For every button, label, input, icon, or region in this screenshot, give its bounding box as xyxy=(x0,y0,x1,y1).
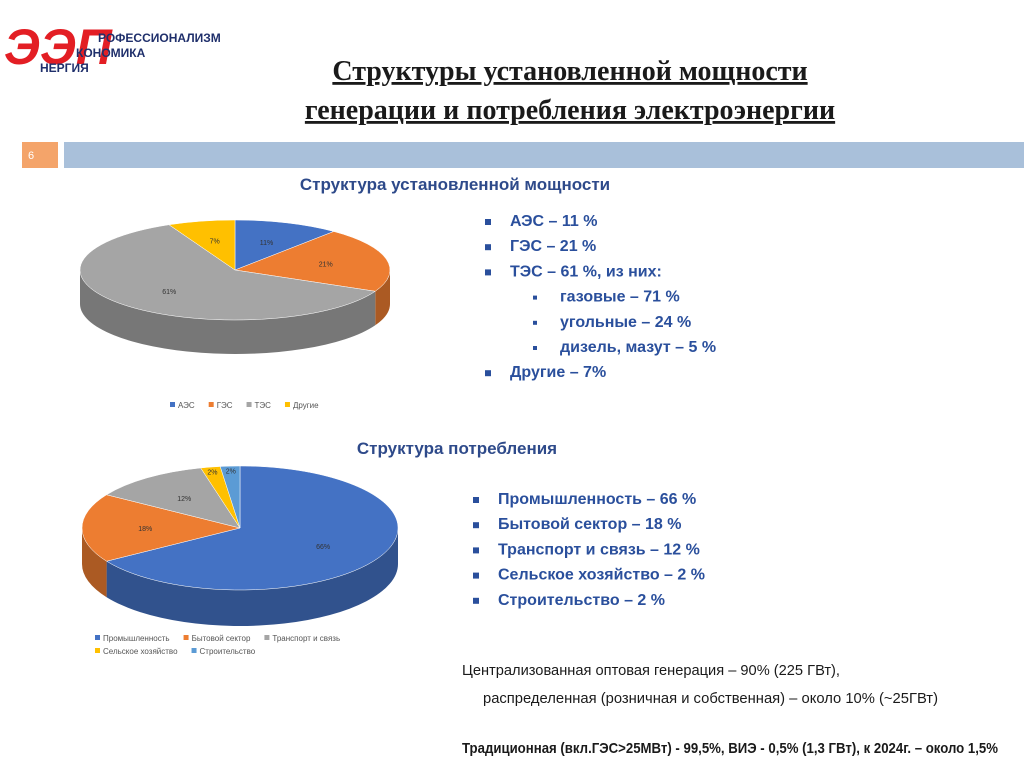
pie-slice xyxy=(105,467,241,529)
legend-label: Другие xyxy=(293,401,319,410)
logo-line: КОНОМИКА xyxy=(76,46,146,60)
slice-top xyxy=(105,465,399,591)
legend-label: Бытовой сектор xyxy=(192,634,251,643)
legend-label: Промышленность xyxy=(103,634,170,643)
slice-label: 61% xyxy=(162,289,176,296)
bullet-dot xyxy=(533,295,537,300)
legend-swatch xyxy=(95,648,100,653)
legend-swatch xyxy=(284,402,290,407)
bullet-text: угольные – 24 % xyxy=(560,314,691,331)
chart-title: Структура потребления xyxy=(357,439,557,458)
bullet-square xyxy=(473,572,479,579)
legend-label: ТЭС xyxy=(255,401,272,410)
legend-swatch xyxy=(191,648,197,653)
bullet-text: АЭС – 11 % xyxy=(510,213,597,230)
bullet-text: Другие – 7% xyxy=(510,364,606,381)
note-line: распределенная (розничная и собственная)… xyxy=(483,690,938,707)
note-line: Традиционная (вкл.ГЭС>25МВт) - 99,5%, ВИ… xyxy=(462,740,998,757)
bullet-text: Сельское хозяйство – 2 % xyxy=(498,567,705,584)
legend-label: Сельское хозяйство xyxy=(103,647,178,656)
slice-top xyxy=(219,465,241,529)
bullet-text: Транспорт и связь – 12 % xyxy=(498,541,700,558)
bullet-square xyxy=(485,370,491,377)
pie-slice xyxy=(168,219,236,271)
slide-title: Структуры установленной мощности xyxy=(332,56,807,87)
legend-label: ГЭС xyxy=(217,401,233,410)
slice-label: 18% xyxy=(138,526,152,533)
slice-label: 7% xyxy=(210,239,220,246)
bullet-text: Бытовой сектор – 18 % xyxy=(498,516,681,533)
bullet-text: ТЭС – 61 %, из них: xyxy=(510,263,662,280)
legend-swatch xyxy=(183,635,189,640)
legend-label: Транспорт и связь xyxy=(272,634,340,643)
bullet-square xyxy=(485,219,491,225)
logo-line: РОФЕССИОНАЛИЗМ xyxy=(98,31,221,45)
bullet-text: газовые – 71 % xyxy=(560,289,680,306)
pie-slice xyxy=(234,231,391,326)
slice-label: 66% xyxy=(316,544,330,551)
bullet-square xyxy=(473,597,479,604)
slice-label: 11% xyxy=(260,240,274,247)
slice-top xyxy=(79,224,376,321)
slice-top xyxy=(81,494,241,562)
slice-label: 2% xyxy=(226,468,236,475)
slide-title: генерации и потребления электроэнергии xyxy=(305,95,835,126)
pie-slice xyxy=(219,465,241,529)
slice-label: 2% xyxy=(207,469,217,476)
logo-line: НЕРГИЯ xyxy=(40,61,89,75)
slice-top xyxy=(168,219,236,271)
pie-slice xyxy=(81,494,241,598)
bullet-square xyxy=(485,244,491,251)
bullet-text: ГЭС – 21 % xyxy=(510,238,596,255)
slice-label: 21% xyxy=(319,261,333,268)
bullet-square xyxy=(485,269,491,276)
slice-side xyxy=(375,270,390,326)
number-box xyxy=(22,142,58,168)
bullet-dot xyxy=(533,320,537,325)
slice-top xyxy=(105,467,241,529)
header-band xyxy=(64,142,1024,168)
slice-side xyxy=(80,270,376,354)
bullet-square xyxy=(473,547,479,554)
pie-slice xyxy=(79,224,376,354)
slice-top xyxy=(234,219,335,271)
chart-title: Структура установленной мощности xyxy=(300,175,610,194)
legend-swatch xyxy=(246,402,252,407)
bullet-text: Строительство – 2 % xyxy=(498,592,665,609)
slide-number: 6 xyxy=(28,150,34,162)
legend-swatch xyxy=(264,635,270,640)
legend-label: Строительство xyxy=(200,647,256,656)
logo-mark: ЭЭП xyxy=(4,19,113,75)
legend-swatch xyxy=(170,402,175,407)
slice-label: 12% xyxy=(177,496,191,503)
legend-swatch xyxy=(208,402,214,407)
bullet-square xyxy=(473,522,479,529)
bullet-dot xyxy=(533,346,537,350)
legend-swatch xyxy=(95,635,100,640)
pie-slice xyxy=(105,465,399,626)
legend-label: АЭС xyxy=(178,401,195,410)
bullet-square xyxy=(473,497,479,503)
slice-top xyxy=(234,231,391,292)
note-line: Централизованная оптовая генерация – 90%… xyxy=(462,662,840,679)
bullet-text: Промышленность – 66 % xyxy=(498,491,696,508)
bullet-text: дизель, мазут – 5 % xyxy=(560,339,716,356)
pie-slice xyxy=(234,219,335,271)
slice-side xyxy=(106,528,398,626)
